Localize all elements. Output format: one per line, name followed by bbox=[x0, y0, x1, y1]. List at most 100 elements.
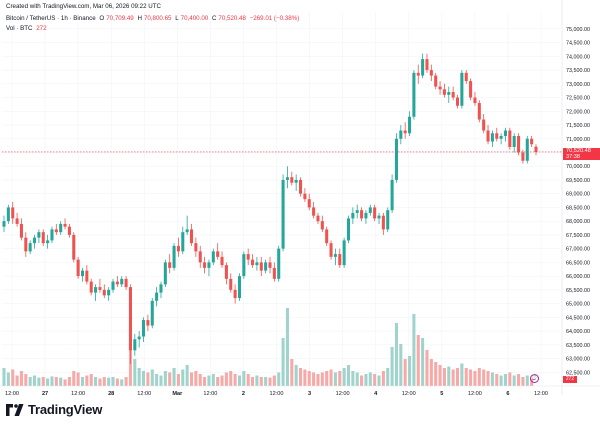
candle-body bbox=[80, 270, 85, 277]
volume-bar bbox=[76, 372, 80, 386]
candle-body bbox=[24, 237, 28, 252]
volume-bar bbox=[307, 371, 311, 386]
y-tick-label: 63,000.00 bbox=[566, 357, 590, 363]
y-tick-label: 65,500.00 bbox=[566, 288, 590, 294]
volume-legend[interactable]: Vol · BTC 272 bbox=[6, 25, 49, 32]
candle-body bbox=[333, 254, 337, 257]
candle-body bbox=[268, 262, 272, 268]
volume-bar bbox=[102, 377, 106, 386]
volume-bar bbox=[394, 323, 398, 386]
volume-bar bbox=[290, 359, 294, 386]
volume-label: Vol · BTC bbox=[6, 25, 33, 32]
y-tick-label: 69,500.00 bbox=[566, 178, 590, 184]
volume-bar bbox=[72, 371, 76, 386]
candle-body bbox=[316, 215, 320, 222]
volume-bar bbox=[386, 368, 390, 386]
candle-body bbox=[11, 207, 15, 219]
y-tick-label: 72,000.00 bbox=[566, 109, 590, 115]
candle-body bbox=[442, 89, 446, 95]
volume-bar bbox=[120, 379, 124, 386]
candle-body bbox=[307, 199, 311, 208]
candle-body bbox=[146, 320, 150, 326]
volume-bar bbox=[54, 377, 58, 386]
candle-body bbox=[464, 72, 468, 82]
candle-body bbox=[207, 262, 211, 268]
candle-body bbox=[50, 229, 54, 241]
volume-bar bbox=[373, 374, 377, 386]
y-tick-label: 74,000.00 bbox=[566, 54, 590, 60]
symbol-legend[interactable]: Bitcoin / TetherUS · 1h · Binance O 70,70… bbox=[6, 15, 301, 22]
y-tick-label: 71,500.00 bbox=[566, 123, 590, 129]
candle-body bbox=[172, 245, 176, 268]
symbol-title: Bitcoin / TetherUS · 1h · Binance bbox=[6, 15, 96, 22]
volume-bar bbox=[294, 365, 298, 386]
candle-body bbox=[355, 210, 359, 213]
candle-body bbox=[142, 320, 146, 337]
volume-bar bbox=[434, 362, 438, 386]
y-tick-label: 62,500.00 bbox=[566, 370, 590, 376]
candle-body bbox=[408, 116, 412, 134]
y-tick-label: 70,000.00 bbox=[566, 164, 590, 170]
volume-bar bbox=[285, 308, 289, 386]
x-tick-label: 5 bbox=[440, 391, 443, 397]
candle-body bbox=[517, 136, 521, 153]
volume-bar bbox=[2, 368, 6, 386]
ohlc-low-label: L bbox=[175, 15, 179, 22]
volume-bar bbox=[408, 356, 412, 386]
candle-body bbox=[386, 210, 390, 230]
candle-body bbox=[133, 339, 137, 351]
candle-body bbox=[124, 278, 128, 288]
candle-body bbox=[499, 136, 503, 139]
y-tick-label: 72,500.00 bbox=[566, 96, 590, 102]
y-tick-label: 65,000.00 bbox=[566, 302, 590, 308]
ohlc-change: −269.01 (−0.38%) bbox=[249, 15, 300, 22]
volume-bar bbox=[495, 374, 499, 386]
price-axis[interactable]: 75,000.00 74,500.00 74,000.00 73,500.00 73,0… bbox=[561, 0, 590, 395]
candle-body bbox=[19, 223, 23, 238]
chart-grid bbox=[2, 12, 560, 386]
candle-body bbox=[425, 59, 429, 71]
candle-body bbox=[255, 262, 259, 266]
volume-bar bbox=[251, 377, 255, 386]
candle-body bbox=[203, 262, 207, 268]
clock-icon[interactable]: ⌚ bbox=[530, 374, 539, 383]
volume-bar bbox=[490, 372, 494, 386]
volume-bar bbox=[368, 372, 372, 386]
candle-body bbox=[220, 256, 224, 266]
candle-body bbox=[115, 281, 119, 285]
candle-body bbox=[312, 207, 316, 216]
volume-bar bbox=[67, 377, 71, 386]
candle-body bbox=[237, 276, 242, 299]
y-tick-label: 63,500.00 bbox=[566, 343, 590, 349]
candle-body bbox=[150, 300, 154, 326]
candle-body bbox=[59, 223, 63, 233]
candle-body bbox=[107, 289, 111, 296]
candle-body bbox=[155, 292, 159, 301]
y-tick-label: 66,000.00 bbox=[566, 274, 590, 280]
volume-bar bbox=[150, 369, 154, 386]
volume-bar bbox=[455, 368, 460, 386]
candle-body bbox=[495, 133, 499, 139]
ohlc-open-label: O bbox=[99, 15, 105, 22]
volume-bar bbox=[98, 378, 102, 386]
volume-bar bbox=[412, 314, 416, 386]
volume-bar bbox=[207, 375, 211, 386]
candle-body bbox=[2, 221, 6, 227]
volume-bar bbox=[451, 369, 455, 386]
volume-bar bbox=[224, 372, 228, 386]
candle-body bbox=[189, 229, 194, 244]
volume-bar bbox=[203, 377, 207, 386]
candle-body bbox=[351, 212, 355, 219]
tradingview-logo[interactable]: TradingView bbox=[6, 402, 102, 417]
time-axis[interactable]: 12:00 27 12:00 28 12:00 Mar 12:00 2 12:00 3 12:00 4… bbox=[0, 385, 600, 397]
volume-bar bbox=[237, 375, 242, 386]
volume-bar bbox=[338, 371, 342, 386]
y-tick-label: 66,500.00 bbox=[566, 260, 590, 266]
candle-body bbox=[325, 229, 329, 244]
volume-bar bbox=[255, 375, 259, 386]
candle-body bbox=[530, 138, 534, 145]
volume-bar bbox=[37, 377, 41, 386]
x-tick-label: 12:00 bbox=[270, 391, 284, 397]
candle-body bbox=[46, 240, 50, 244]
